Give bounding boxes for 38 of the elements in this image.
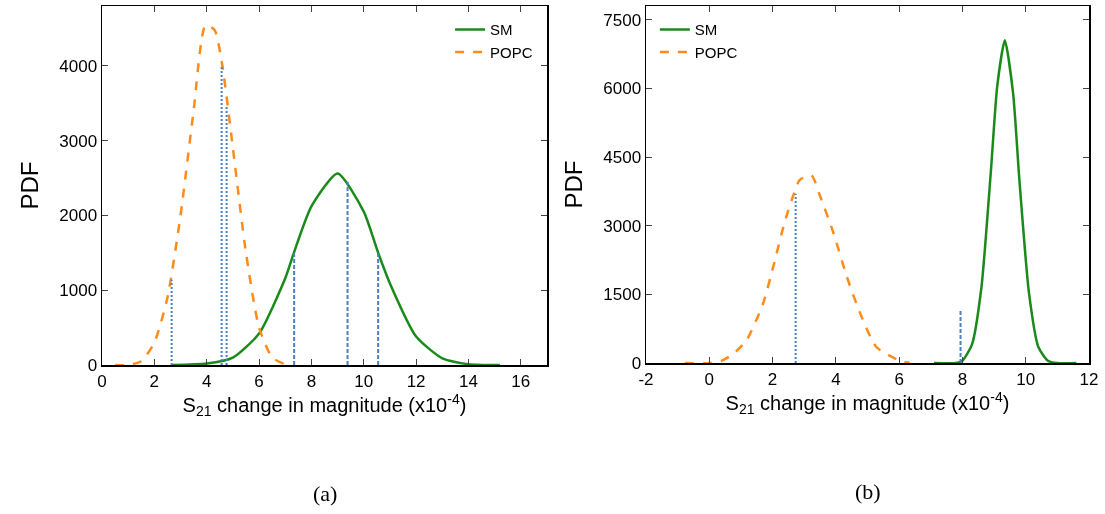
y-tick-label: 1500 <box>603 285 642 305</box>
legend-label: POPC <box>490 43 533 61</box>
x-tick-label: 8 <box>957 369 968 389</box>
y-axis-title: PDF <box>560 160 587 209</box>
text: (b) <box>855 479 881 504</box>
line-series <box>683 174 912 363</box>
y-tick-label: 3000 <box>603 216 642 236</box>
line-series <box>170 172 502 365</box>
legend-label: SM <box>694 21 718 39</box>
x-tick-label: 4 <box>831 369 841 389</box>
text: (a) <box>313 481 338 506</box>
y-tick-label: 2000 <box>59 206 98 226</box>
x-tick-label: 6 <box>254 371 264 391</box>
y-tick-label: 3000 <box>59 131 98 151</box>
x-tick-label: 0 <box>704 369 715 389</box>
x-tick-label: 10 <box>1016 369 1036 389</box>
x-tick-label: 4 <box>201 371 212 391</box>
x-tick-label: 6 <box>894 369 904 389</box>
x-tick-label: 2 <box>149 371 160 391</box>
y-tick-label: 4000 <box>59 56 98 76</box>
x-axis-title: S$_{21}$ change in magnitude (x10$^{-4}$) <box>725 388 1010 418</box>
x-axis-title: S$_{21}$ change in magnitude (x10$^{-4}$) <box>182 390 467 420</box>
x-tick-label: 2 <box>767 369 778 389</box>
y-tick-label: 6000 <box>603 79 642 99</box>
legend-label: POPC <box>694 43 738 61</box>
legend-label: SM <box>490 21 513 39</box>
y-tick-label: 4500 <box>603 147 642 167</box>
x-tick-label: 8 <box>306 371 317 391</box>
y-axis-title: PDF <box>15 161 43 210</box>
y-tick-label: 7500 <box>603 10 642 30</box>
x-tick-label: 12 <box>1079 369 1099 389</box>
x-tick-label: 10 <box>354 371 374 391</box>
x-tick-label: 14 <box>459 371 478 391</box>
x-tick-label: 16 <box>511 371 531 391</box>
y-tick-label: 0 <box>87 355 98 375</box>
x-tick-label: 12 <box>406 371 426 391</box>
y-tick-label: 1000 <box>59 281 98 301</box>
line-series <box>932 39 1078 363</box>
